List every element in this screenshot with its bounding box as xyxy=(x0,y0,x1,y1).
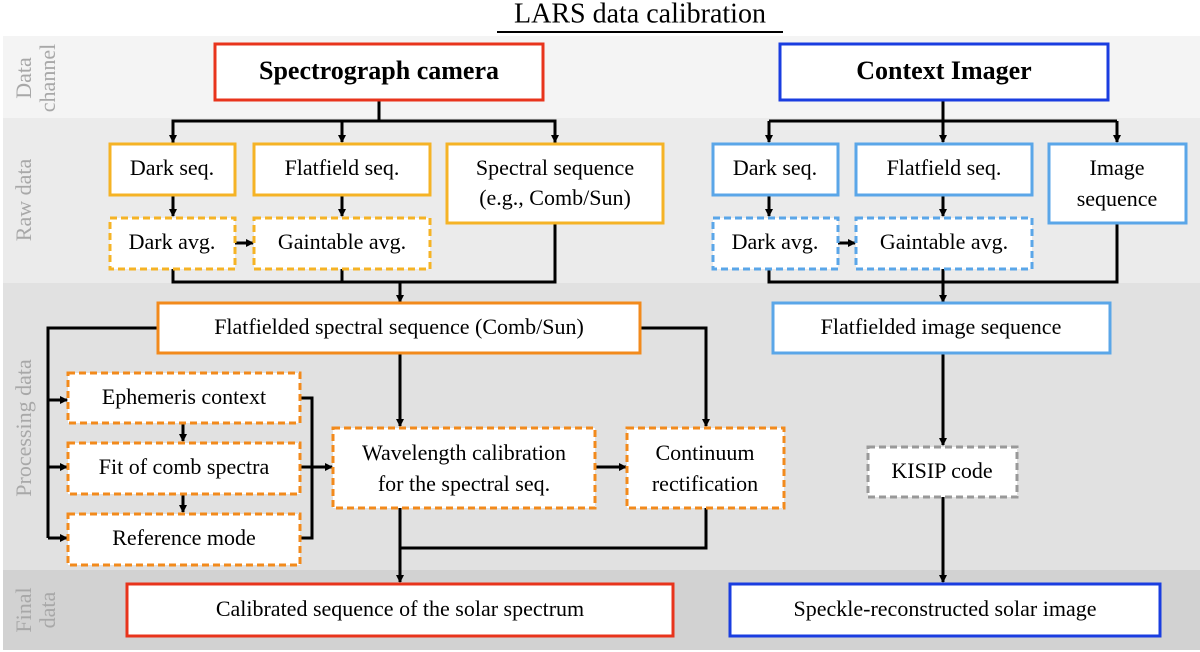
svg-text:KISIP code: KISIP code xyxy=(891,458,992,483)
svg-text:rectification: rectification xyxy=(652,471,758,496)
node-speckle-solar-image: Speckle-reconstructed solar image xyxy=(728,582,1162,638)
spectrograph-connectors xyxy=(46,100,710,583)
node-fit-comb-spectra: Fit of comb spectra xyxy=(66,441,302,496)
node-spec-flatfielded: Flatfielded spectral sequence (Comb/Sun) xyxy=(156,301,642,355)
node-img-gaintable-avg: Gaintable avg. xyxy=(854,216,1034,271)
svg-text:Continuum: Continuum xyxy=(655,440,754,465)
band-label-final: Final xyxy=(11,587,36,632)
svg-text:Spectral sequence: Spectral sequence xyxy=(476,155,634,180)
svg-text:Dark avg.: Dark avg. xyxy=(732,229,819,254)
diagram-title: LARS data calibration xyxy=(514,0,766,29)
node-reference-mode: Reference mode xyxy=(66,512,302,567)
svg-text:Calibrated sequence of the sol: Calibrated sequence of the solar spectru… xyxy=(216,596,584,621)
svg-text:Wavelength calibration: Wavelength calibration xyxy=(362,440,566,465)
node-spec-dark-avg: Dark avg. xyxy=(108,216,237,271)
svg-text:Dark avg.: Dark avg. xyxy=(129,229,216,254)
svg-text:Gaintable avg.: Gaintable avg. xyxy=(278,229,406,254)
svg-text:Speckle-reconstructed solar im: Speckle-reconstructed solar image xyxy=(794,596,1097,621)
band-label-final-data: data xyxy=(35,591,60,628)
node-img-image-seq: Image sequence xyxy=(1047,142,1188,225)
band-label-channel: channel xyxy=(35,44,60,112)
node-wavelength-calibration: Wavelength calibration for the spectral … xyxy=(331,426,597,510)
node-spec-gaintable-avg: Gaintable avg. xyxy=(252,216,432,271)
svg-text:Flatfield seq.: Flatfield seq. xyxy=(285,155,400,180)
svg-text:Spectrograph camera: Spectrograph camera xyxy=(259,56,499,85)
imager-connectors xyxy=(765,100,1121,583)
node-img-dark-seq: Dark seq. xyxy=(711,142,840,197)
band-label-processing-data: Processing data xyxy=(11,359,36,497)
node-calibrated-solar-spectrum: Calibrated sequence of the solar spectru… xyxy=(125,582,675,638)
svg-text:Dark seq.: Dark seq. xyxy=(733,155,817,180)
band-label-data: Data xyxy=(11,57,36,99)
node-spectrograph-camera: Spectrograph camera xyxy=(213,42,545,102)
node-context-imager: Context Imager xyxy=(778,42,1110,102)
svg-text:Flatfielded spectral sequence: Flatfielded spectral sequence (Comb/Sun) xyxy=(214,314,584,339)
band-label-raw-data: Raw data xyxy=(11,159,36,242)
svg-text:(e.g., Comb/Sun): (e.g., Comb/Sun) xyxy=(479,185,631,210)
svg-text:Flatfielded image sequence: Flatfielded image sequence xyxy=(821,314,1062,339)
svg-text:Context Imager: Context Imager xyxy=(856,56,1031,85)
svg-text:Flatfield seq.: Flatfield seq. xyxy=(887,155,1002,180)
svg-text:Gaintable avg.: Gaintable avg. xyxy=(880,229,1008,254)
svg-text:Fit of comb spectra: Fit of comb spectra xyxy=(99,454,270,479)
svg-text:Ephemeris context: Ephemeris context xyxy=(102,384,266,409)
node-kisip-code: KISIP code xyxy=(866,445,1019,499)
node-spec-dark-seq: Dark seq. xyxy=(108,142,237,197)
node-img-flatfield-seq: Flatfield seq. xyxy=(854,142,1034,197)
node-continuum-rectification: Continuum rectification xyxy=(625,426,786,510)
node-img-dark-avg: Dark avg. xyxy=(711,216,840,271)
svg-text:Image: Image xyxy=(1090,155,1145,180)
svg-text:Dark seq.: Dark seq. xyxy=(130,155,214,180)
node-spec-spectral-seq: Spectral sequence (e.g., Comb/Sun) xyxy=(445,142,665,225)
svg-text:sequence: sequence xyxy=(1077,186,1158,211)
node-img-flatfielded: Flatfielded image sequence xyxy=(771,301,1112,355)
node-ephemeris-context: Ephemeris context xyxy=(66,371,302,425)
svg-text:Reference mode: Reference mode xyxy=(112,525,256,550)
svg-text:for the spectral seq.: for the spectral seq. xyxy=(378,471,550,496)
node-spec-flatfield-seq: Flatfield seq. xyxy=(252,142,432,197)
